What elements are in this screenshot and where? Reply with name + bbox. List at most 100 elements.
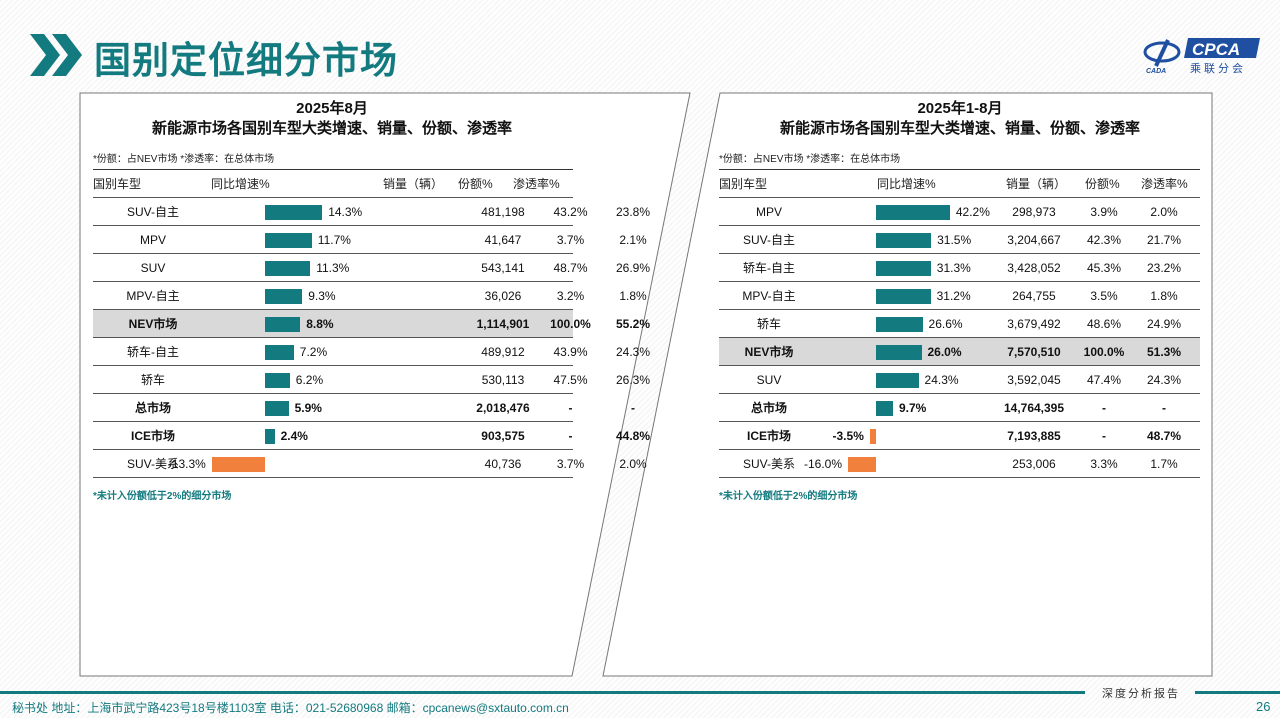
sales-value: 481,198: [481, 205, 525, 219]
table-row: 轿车-自主 31.3% 3,428,052 45.3% 23.2%: [719, 254, 1200, 282]
penetration-value: 44.8%: [615, 429, 651, 443]
cpca-logo: CADA CPCA 乘联分会: [1143, 38, 1260, 75]
share-value: 48.7%: [553, 261, 588, 275]
row-label: SUV-自主: [126, 205, 179, 219]
growth-bar: [265, 373, 290, 388]
sales-value: 7,570,510: [1007, 345, 1061, 359]
sales-value: 3,679,492: [1007, 317, 1061, 331]
growth-value: 8.8%: [306, 317, 334, 331]
penetration-value: 26.3%: [615, 373, 651, 387]
sales-value: 298,973: [1012, 205, 1056, 219]
share-value: 3.9%: [1090, 205, 1118, 219]
growth-value: 26.0%: [927, 345, 962, 359]
penetration-value: 2.0%: [619, 457, 647, 471]
column-header: 国别车型: [719, 177, 768, 191]
column-header: 销量（辆）: [1006, 177, 1067, 191]
table-row: NEV市场 8.8% 1,114,901 100.0% 55.2%: [93, 310, 650, 338]
growth-bar: [869, 429, 876, 444]
growth-value: 6.2%: [295, 373, 324, 387]
penetration-value: 24.9%: [1146, 317, 1182, 331]
penetration-value: 1.8%: [619, 289, 647, 303]
growth-value: -13.3%: [167, 457, 206, 471]
footer-tag: 深度分析报告: [1102, 687, 1180, 700]
row-label: MPV-自主: [742, 289, 796, 303]
penetration-value: 1.7%: [1150, 457, 1178, 471]
growth-value: 5.9%: [294, 401, 322, 415]
growth-value: 9.7%: [898, 401, 927, 415]
panel-note: *份额：占NEV市场 *渗透率：在总体市场: [93, 154, 275, 165]
share-value: -: [1102, 429, 1106, 443]
data-table: 国别车型 同比增速% 销量（辆） 份额% 渗透率% MPV 42.2% 298,973 3.9%…: [719, 169, 1200, 481]
table-row: 轿车 6.2% 530,113 47.5% 26.3%: [93, 366, 650, 394]
penetration-value: 51.3%: [1146, 345, 1182, 359]
footer-contact: 秘书处 地址：上海市武宁路423号18号楼1103室 电话：021-526809…: [12, 701, 569, 715]
share-value: 3.3%: [1090, 457, 1118, 471]
table-row: NEV市场 26.0% 7,570,510 100.0% 51.3%: [719, 338, 1200, 366]
growth-bar: [211, 457, 265, 472]
panel-title: 2025年8月: [296, 100, 368, 117]
share-value: 43.9%: [553, 345, 588, 359]
data-table: 国别车型 同比增速% 销量（辆） 份额% 渗透率% SUV-自主 14.3% 481,198 4…: [93, 169, 650, 481]
growth-bar: [265, 205, 323, 220]
column-header: 同比增速%: [877, 177, 936, 191]
panel-note: *份额：占NEV市场 *渗透率：在总体市场: [719, 154, 901, 165]
table-row: 轿车-自主 7.2% 489,912 43.9% 24.3%: [93, 338, 650, 366]
row-label: SUV-美系: [742, 457, 795, 471]
table-row: MPV-自主 9.3% 36,026 3.2% 1.8%: [93, 282, 647, 310]
footnote: *未计入份额低于2%的细分市场: [93, 491, 232, 502]
sales-value: 253,006: [1012, 457, 1056, 471]
share-value: 3.7%: [556, 457, 585, 471]
table-row: SUV-美系 -13.3% 40,736 3.7% 2.0%: [93, 450, 647, 478]
svg-text:CADA: CADA: [1146, 68, 1166, 75]
share-value: 3.7%: [556, 233, 585, 247]
growth-bar: [876, 345, 922, 360]
table-header: 国别车型 同比增速% 销量（辆） 份额% 渗透率%: [719, 170, 1200, 198]
growth-bar: [876, 373, 919, 388]
growth-value: -16.0%: [803, 457, 842, 471]
penetration-value: 24.3%: [1146, 373, 1182, 387]
table-row: ICE市场 2.4% 903,575 - 44.8%: [93, 422, 650, 450]
row-label: ICE市场: [130, 429, 175, 443]
growth-bar: [265, 261, 311, 276]
penetration-value: 23.2%: [1146, 261, 1182, 275]
growth-value: 2.4%: [280, 429, 308, 443]
sales-value: 40,736: [484, 457, 522, 471]
share-value: -: [1102, 401, 1106, 415]
svg-text:CPCA: CPCA: [1192, 40, 1240, 59]
share-value: -: [568, 401, 573, 415]
panel-subtitle: 新能源市场各国别车型大类增速、销量、份额、渗透率: [779, 120, 1140, 137]
sales-value: 3,428,052: [1007, 261, 1061, 275]
penetration-value: 2.0%: [1150, 205, 1178, 219]
table-row: ICE市场 -3.5% 7,193,885 - 48.7%: [719, 422, 1200, 450]
column-header: 国别车型: [93, 177, 142, 191]
table-row: 轿车 26.6% 3,679,492 48.6% 24.9%: [719, 310, 1200, 338]
column-header: 份额%: [1085, 177, 1120, 191]
penetration-value: -: [1162, 401, 1166, 415]
sales-value: 903,575: [481, 429, 525, 443]
row-label: ICE市场: [746, 429, 791, 443]
row-label: NEV市场: [128, 317, 178, 331]
panel-title: 2025年1-8月: [917, 100, 1003, 117]
sales-value: 1,114,901: [476, 317, 530, 331]
growth-value: 11.3%: [316, 261, 350, 275]
growth-bar: [265, 429, 275, 444]
row-label: 轿车: [756, 317, 781, 331]
growth-bar: [876, 317, 923, 332]
table-row: SUV-自主 31.5% 3,204,667 42.3% 21.7%: [719, 226, 1200, 254]
footnote: *未计入份额低于2%的细分市场: [719, 491, 858, 502]
growth-bar: [848, 457, 876, 472]
panel-subtitle: 新能源市场各国别车型大类增速、销量、份额、渗透率: [151, 120, 512, 137]
sales-value: 41,647: [484, 233, 522, 247]
share-value: 100.0%: [1083, 345, 1125, 359]
sales-value: 264,755: [1012, 289, 1056, 303]
table-row: 总市场 9.7% 14,764,395 - -: [719, 394, 1200, 422]
row-label: MPV: [755, 205, 782, 219]
sales-value: 7,193,885: [1007, 429, 1061, 443]
growth-bar: [876, 289, 931, 304]
penetration-value: 1.8%: [1150, 289, 1178, 303]
row-label: SUV-自主: [742, 233, 795, 247]
footer-divider: [0, 691, 1085, 694]
share-value: 45.3%: [1086, 261, 1122, 275]
growth-bar: [265, 317, 301, 332]
growth-bar: [265, 289, 303, 304]
